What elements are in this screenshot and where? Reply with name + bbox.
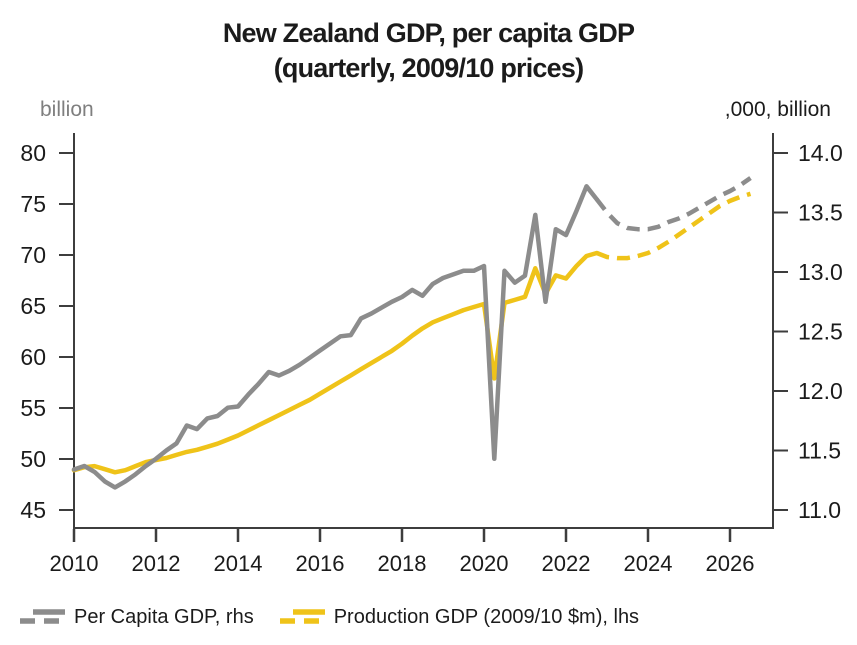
left-axis-tick-label: 70 <box>20 242 46 268</box>
axis-frame <box>73 133 774 529</box>
legend-label-per-capita: Per Capita GDP, rhs <box>74 605 254 628</box>
x-axis-tick-label: 2018 <box>378 551 427 576</box>
chart-title: New Zealand GDP, per capita GDP <box>222 18 635 48</box>
left-axis-tick-label: 60 <box>20 344 46 370</box>
left-axis-tick-label: 50 <box>20 446 46 472</box>
legend-item-per-capita: Per Capita GDP, rhs <box>20 606 254 629</box>
x-axis-tick-label: 2010 <box>50 551 99 576</box>
right-axis-tick-label: 11.5 <box>798 438 841 464</box>
series-per-capita-forecast <box>595 176 752 232</box>
left-axis-tick-label: 65 <box>20 293 46 319</box>
right-axis-tick-label: 12.5 <box>798 319 843 345</box>
right-axis-tick-label: 13.5 <box>798 200 843 226</box>
right-axis-unit-label: ,000, billion <box>724 98 831 121</box>
dashed-line-key-icon-yellow <box>279 609 326 624</box>
left-axis-tick-label: 45 <box>20 497 46 523</box>
left-axis-unit-label: billion <box>40 98 94 121</box>
x-axis-tick-label: 2016 <box>296 551 345 576</box>
series-production-forecast <box>595 191 752 261</box>
x-axis-tick-label: 2026 <box>706 551 755 576</box>
right-axis-tick-label: 12.0 <box>798 378 843 404</box>
plot-area: 80 75 70 65 60 55 50 45 14.0 13.5 13.0 12.5 12.0 11.5… <box>20 133 843 576</box>
left-axis-tick-label: 75 <box>20 191 46 217</box>
left-axis-tick-label: 80 <box>20 140 46 166</box>
x-axis-tick-label: 2012 <box>132 551 181 576</box>
legend: Per Capita GDP, rhs Production GDP (2009… <box>20 597 639 637</box>
series-production-solid <box>71 250 600 475</box>
x-axis-tick-label: 2014 <box>214 551 263 576</box>
chart-title-block: New Zealand GDP, per capita GDP (quarter… <box>0 16 857 86</box>
series-per-capita-solid <box>71 184 600 490</box>
right-axis-tick-label: 11.0 <box>798 497 841 523</box>
dashed-line-key-icon-gray <box>20 609 66 624</box>
x-axis-tick-label: 2024 <box>624 551 673 576</box>
right-axis-tick-label: 14.0 <box>798 140 843 166</box>
x-axis-tick-label: 2020 <box>460 551 509 576</box>
chart-subtitle: (quarterly, 2009/10 prices) <box>273 53 584 83</box>
left-axis-tick-label: 55 <box>20 395 46 421</box>
x-axis-tick-label: 2022 <box>542 551 591 576</box>
right-axis-tick-label: 13.0 <box>798 259 843 285</box>
legend-item-production: Production GDP (2009/10 $m), lhs <box>279 605 640 629</box>
legend-label-production: Production GDP (2009/10 $m), lhs <box>333 605 640 628</box>
